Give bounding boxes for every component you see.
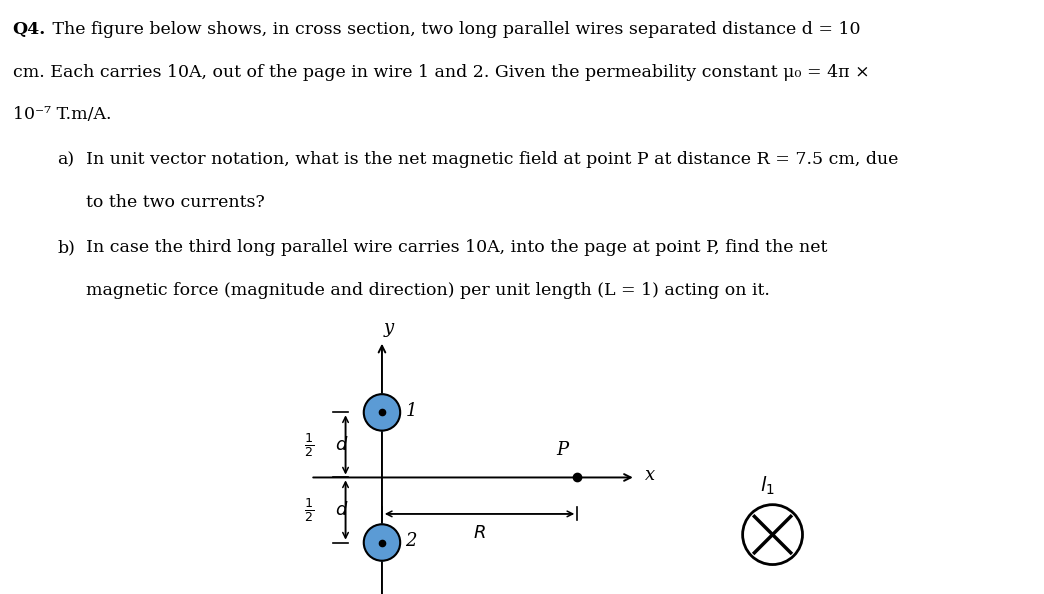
Text: $\frac{1}{2}$: $\frac{1}{2}$: [304, 496, 314, 524]
Text: In unit vector notation, what is the net magnetic field at point P at distance R: In unit vector notation, what is the net…: [86, 151, 898, 168]
Circle shape: [363, 525, 400, 561]
Text: $\frac{1}{2}$: $\frac{1}{2}$: [304, 431, 314, 459]
Text: $R$: $R$: [473, 525, 485, 542]
Text: to the two currents?: to the two currents?: [86, 194, 264, 211]
Text: $d$: $d$: [335, 501, 349, 519]
Text: 10⁻⁷ T.m/A.: 10⁻⁷ T.m/A.: [13, 106, 111, 124]
Text: 2: 2: [405, 532, 417, 550]
Circle shape: [363, 394, 400, 431]
Text: a): a): [57, 151, 74, 168]
Text: magnetic force (magnitude and direction) per unit length (L = 1) acting on it.: magnetic force (magnitude and direction)…: [86, 282, 769, 299]
Text: b): b): [57, 239, 75, 256]
Text: y: y: [383, 319, 394, 337]
Text: P: P: [555, 441, 568, 459]
Text: $d$: $d$: [335, 436, 349, 454]
Text: x: x: [645, 466, 655, 484]
Text: $l_1$: $l_1$: [760, 475, 775, 497]
Text: The figure below shows, in cross section, two long parallel wires separated dist: The figure below shows, in cross section…: [47, 21, 860, 38]
Text: 1: 1: [405, 402, 417, 420]
Text: In case the third long parallel wire carries 10A, into the page at point P, find: In case the third long parallel wire car…: [86, 239, 827, 256]
Text: Q4.: Q4.: [13, 21, 46, 38]
Text: cm. Each carries 10A, out of the page in wire 1 and 2. Given the permeability co: cm. Each carries 10A, out of the page in…: [13, 64, 870, 81]
